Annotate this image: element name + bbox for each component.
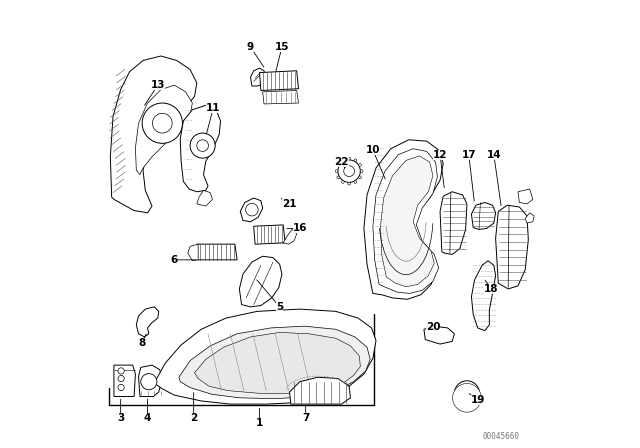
Circle shape xyxy=(358,164,362,166)
Text: 7: 7 xyxy=(302,413,309,422)
Circle shape xyxy=(354,181,356,183)
Circle shape xyxy=(342,159,344,162)
Text: 17: 17 xyxy=(461,150,476,159)
Text: 22: 22 xyxy=(334,157,349,167)
Polygon shape xyxy=(197,190,212,206)
Text: 10: 10 xyxy=(365,145,380,155)
Circle shape xyxy=(342,181,344,183)
Circle shape xyxy=(141,374,157,390)
Text: 13: 13 xyxy=(150,80,165,90)
Text: 19: 19 xyxy=(470,395,485,405)
Text: 18: 18 xyxy=(484,284,499,294)
Circle shape xyxy=(118,375,124,382)
Text: 00045660: 00045660 xyxy=(483,432,520,441)
Polygon shape xyxy=(195,332,360,393)
Text: 3: 3 xyxy=(117,413,124,422)
Polygon shape xyxy=(380,156,435,287)
Polygon shape xyxy=(239,256,282,307)
Text: 21: 21 xyxy=(282,199,297,209)
Text: 8: 8 xyxy=(138,338,145,348)
Circle shape xyxy=(348,182,351,185)
Text: 11: 11 xyxy=(206,103,221,112)
Circle shape xyxy=(337,176,340,179)
Circle shape xyxy=(358,176,362,179)
Circle shape xyxy=(335,170,338,172)
Polygon shape xyxy=(197,244,237,260)
Circle shape xyxy=(360,170,363,172)
Polygon shape xyxy=(472,202,495,229)
Circle shape xyxy=(197,140,209,151)
Text: 1: 1 xyxy=(256,418,263,428)
Circle shape xyxy=(354,159,356,162)
Text: 4: 4 xyxy=(144,413,151,422)
Text: 20: 20 xyxy=(426,322,440,332)
Polygon shape xyxy=(525,213,534,223)
Polygon shape xyxy=(260,71,298,90)
Circle shape xyxy=(338,160,360,182)
Text: 16: 16 xyxy=(292,224,307,233)
Polygon shape xyxy=(253,225,285,244)
Polygon shape xyxy=(472,261,495,331)
Text: 12: 12 xyxy=(433,150,447,159)
Polygon shape xyxy=(188,244,198,261)
Polygon shape xyxy=(440,192,467,254)
Text: 6: 6 xyxy=(170,255,177,265)
Text: 14: 14 xyxy=(486,150,501,159)
Polygon shape xyxy=(180,105,221,192)
Circle shape xyxy=(459,385,475,401)
Text: 5: 5 xyxy=(276,302,284,312)
Polygon shape xyxy=(373,149,439,293)
Polygon shape xyxy=(179,326,370,399)
Circle shape xyxy=(452,383,481,412)
Polygon shape xyxy=(139,365,163,396)
Circle shape xyxy=(344,166,355,177)
Polygon shape xyxy=(136,85,192,175)
Circle shape xyxy=(142,103,182,143)
Polygon shape xyxy=(262,90,298,104)
Polygon shape xyxy=(136,307,159,337)
Circle shape xyxy=(118,384,124,391)
Circle shape xyxy=(152,113,172,133)
Polygon shape xyxy=(364,140,443,299)
Circle shape xyxy=(348,157,351,160)
Text: 2: 2 xyxy=(190,413,197,422)
Circle shape xyxy=(454,381,479,406)
Circle shape xyxy=(190,133,215,158)
Polygon shape xyxy=(240,198,262,222)
Polygon shape xyxy=(114,365,136,396)
Text: 9: 9 xyxy=(247,42,254,52)
Polygon shape xyxy=(184,364,206,396)
Polygon shape xyxy=(495,205,529,289)
Polygon shape xyxy=(154,309,376,404)
Text: 15: 15 xyxy=(275,42,289,52)
Polygon shape xyxy=(284,229,297,244)
Circle shape xyxy=(337,164,340,166)
Polygon shape xyxy=(251,68,266,86)
Polygon shape xyxy=(110,56,197,213)
Polygon shape xyxy=(424,326,454,344)
Polygon shape xyxy=(518,189,533,204)
Circle shape xyxy=(118,368,124,374)
Polygon shape xyxy=(289,377,351,404)
Circle shape xyxy=(246,203,258,216)
